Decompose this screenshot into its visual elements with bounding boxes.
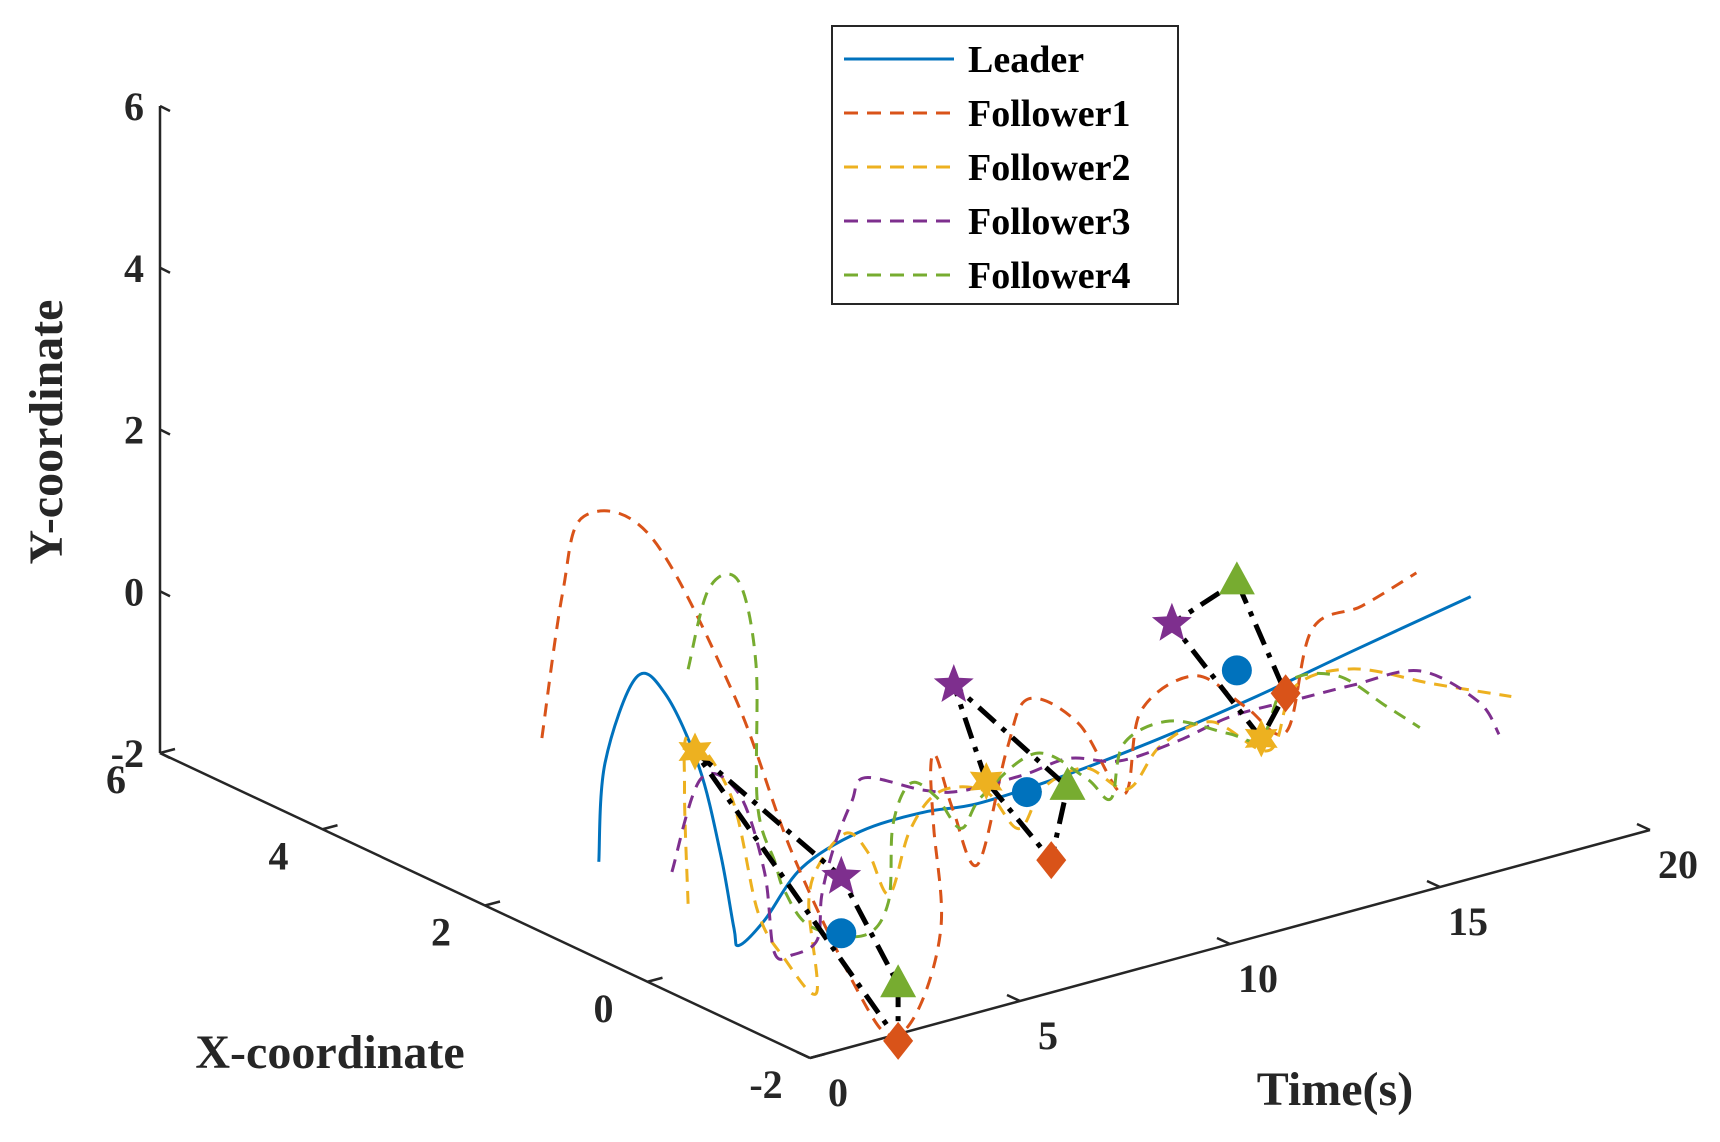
series-layer [540,509,1512,1038]
formation-layer [678,561,1301,1060]
follower1-diamond-marker [1270,674,1301,713]
x-tick-mark [809,1052,826,1060]
follower1-diamond-marker [1036,841,1067,880]
follower4-triangle-marker [880,964,917,998]
x-tick-mark [322,824,338,831]
formation-polygon [1169,578,1289,741]
trajectory-follower4 [686,572,1421,939]
time-tick-label: 10 [1238,956,1278,1001]
follower1-diamond-marker [883,1021,914,1060]
time-tick-label: 20 [1658,842,1698,887]
formation-polygon [951,682,1070,863]
follower2-hexagram-marker [1244,719,1278,758]
legend-label-follower2: Follower2 [968,147,1131,189]
x-tick-label: 6 [106,757,126,802]
legend: Leader Follower1 Follower2 Follower3 Fol… [831,25,1179,305]
trajectory-follower3 [670,669,1501,961]
time-tick-mark [1006,993,1021,1003]
x-tick-mark [159,747,176,755]
follower4-triangle-marker [1049,766,1086,800]
x-tick-label: 2 [431,910,451,955]
follower2-hexagram-marker [678,732,712,771]
z-tick-mark [159,266,171,274]
time-axis-label: Time(s) [1257,1063,1413,1116]
x-tick-mark [484,900,501,907]
follower4-triangle-marker [1218,561,1255,595]
x-axis-label: X-coordinate [195,1026,464,1079]
legend-label-follower4: Follower4 [968,255,1131,297]
time-tick-mark [796,1050,811,1060]
leader-marker [1221,655,1252,686]
z-tick-mark [159,590,171,598]
follower3-star-marker [933,664,974,702]
legend-box [831,25,1179,305]
z-tick-label: 6 [124,84,144,129]
trajectory-follower2 [682,667,1512,996]
x-tick-label: 4 [269,833,289,878]
leader-marker [826,918,857,949]
x-tick-label: 0 [594,986,614,1031]
legend-label-leader: Leader [968,39,1084,81]
z-tick-label: 2 [124,408,144,453]
legend-label-follower3: Follower3 [968,201,1131,243]
time-tick-mark [1636,822,1651,832]
x-tick-mark [647,976,663,983]
follower3-star-marker [1151,602,1192,641]
z-tick-label: 4 [124,246,144,291]
time-tick-mark [1426,879,1441,889]
legend-label-follower1: Follower1 [968,93,1131,135]
time-tick-label: 15 [1448,899,1488,944]
time-tick-mark [1216,936,1231,946]
z-tick-label: 0 [124,569,144,614]
z-tick-mark [159,428,171,436]
formation-polygon [692,749,901,1044]
z-tick-label: -2 [111,731,144,776]
follower3-star-marker [821,855,862,894]
leader-marker [1011,777,1042,808]
z-axis-label: Y-coordinate [20,300,73,565]
time-tick-label: 0 [828,1070,848,1115]
z-tick-mark [159,104,171,113]
follower2-hexagram-marker [969,762,1003,801]
time-tick-label: 5 [1038,1013,1058,1058]
x-tick-label: -2 [749,1062,782,1107]
